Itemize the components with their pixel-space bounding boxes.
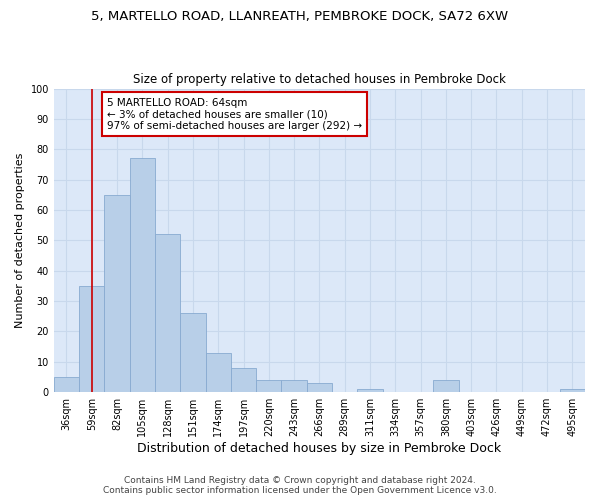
Bar	[130, 158, 155, 392]
Text: Contains HM Land Registry data © Crown copyright and database right 2024.
Contai: Contains HM Land Registry data © Crown c…	[103, 476, 497, 495]
Bar	[256, 380, 281, 392]
Bar	[281, 380, 307, 392]
Bar	[307, 383, 332, 392]
Bar	[231, 368, 256, 392]
Bar	[54, 377, 79, 392]
Bar	[180, 314, 206, 392]
Bar	[206, 352, 231, 392]
Text: 5 MARTELLO ROAD: 64sqm
← 3% of detached houses are smaller (10)
97% of semi-deta: 5 MARTELLO ROAD: 64sqm ← 3% of detached …	[107, 98, 362, 131]
Title: Size of property relative to detached houses in Pembroke Dock: Size of property relative to detached ho…	[133, 73, 506, 86]
Y-axis label: Number of detached properties: Number of detached properties	[15, 152, 25, 328]
Bar	[358, 389, 383, 392]
Bar	[79, 286, 104, 392]
Bar	[560, 389, 585, 392]
X-axis label: Distribution of detached houses by size in Pembroke Dock: Distribution of detached houses by size …	[137, 442, 502, 455]
Bar	[155, 234, 180, 392]
Bar	[104, 195, 130, 392]
Bar	[433, 380, 458, 392]
Text: 5, MARTELLO ROAD, LLANREATH, PEMBROKE DOCK, SA72 6XW: 5, MARTELLO ROAD, LLANREATH, PEMBROKE DO…	[91, 10, 509, 23]
